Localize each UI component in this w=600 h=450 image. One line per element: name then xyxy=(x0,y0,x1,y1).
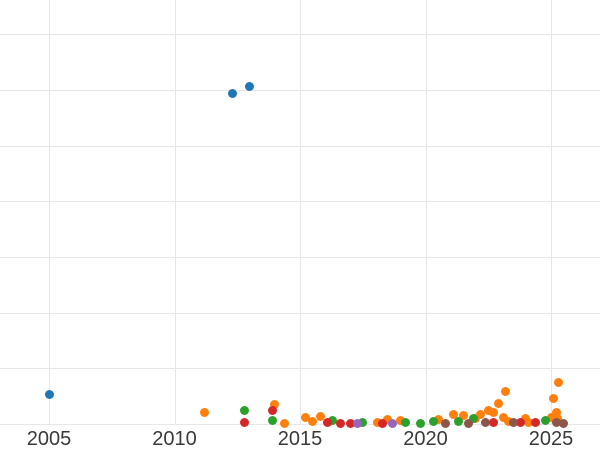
data-point-orange xyxy=(554,377,564,387)
x-tick-label-2010: 2010 xyxy=(152,428,197,450)
data-point-red xyxy=(323,417,333,427)
data-point-green xyxy=(328,415,338,425)
v-gridline xyxy=(425,0,427,424)
v-gridline xyxy=(300,0,301,424)
x-tick-label-2015: 2015 xyxy=(277,428,323,450)
data-point-green xyxy=(428,416,438,426)
h-gridline xyxy=(0,423,600,425)
v-gridline xyxy=(551,0,552,424)
data-point-orange xyxy=(383,414,393,424)
data-point-orange xyxy=(300,412,310,422)
data-point-orange xyxy=(488,407,498,417)
data-point-orange xyxy=(280,418,290,428)
data-point-green xyxy=(267,415,277,425)
data-point-green xyxy=(541,415,551,425)
data-point-orange xyxy=(395,415,405,425)
data-point-orange xyxy=(476,409,486,419)
data-point-orange xyxy=(308,416,318,426)
x-tick-label-2005: 2005 xyxy=(26,428,72,450)
data-point-red xyxy=(240,417,250,427)
data-point-orange xyxy=(315,411,325,421)
data-point-brown xyxy=(441,418,451,428)
data-point-red xyxy=(378,418,388,428)
data-point-orange xyxy=(501,386,511,396)
v-gridline xyxy=(49,0,50,424)
data-point-orange xyxy=(498,412,508,422)
data-point-purple xyxy=(388,418,398,428)
data-point-orange xyxy=(549,393,558,403)
data-point-brown xyxy=(559,418,569,428)
data-point-brown xyxy=(551,417,561,427)
data-point-green xyxy=(415,418,425,428)
data-point-red xyxy=(531,417,541,427)
data-point-orange xyxy=(503,416,513,426)
data-point-orange xyxy=(546,412,556,422)
data-point-orange xyxy=(523,417,533,427)
data-point-purple xyxy=(353,418,363,428)
data-point-green xyxy=(400,417,410,427)
data-point-blue xyxy=(245,81,255,91)
data-point-green xyxy=(453,416,463,426)
v-gridline xyxy=(174,0,176,424)
data-point-red xyxy=(345,418,355,428)
data-point-blue xyxy=(44,389,54,399)
data-point-orange xyxy=(200,407,210,417)
data-point-orange xyxy=(270,399,280,409)
data-point-red xyxy=(516,417,526,427)
data-point-orange xyxy=(483,405,493,415)
data-point-green xyxy=(240,405,250,415)
data-point-brown xyxy=(481,417,491,427)
data-point-brown xyxy=(508,417,518,427)
data-point-orange xyxy=(493,398,503,408)
data-point-red xyxy=(267,405,277,415)
data-point-orange xyxy=(433,414,443,424)
data-point-green xyxy=(468,413,478,423)
data-point-green xyxy=(358,417,368,427)
data-point-brown xyxy=(463,418,473,428)
data-point-orange xyxy=(458,410,468,420)
data-point-orange xyxy=(448,409,458,419)
data-point-orange xyxy=(551,407,561,417)
data-point-red xyxy=(335,418,345,428)
x-tick-label-2020: 2020 xyxy=(403,428,448,450)
data-point-orange xyxy=(373,417,383,427)
data-point-blue xyxy=(227,88,237,98)
data-point-red xyxy=(488,417,498,427)
x-tick-label-2025: 2025 xyxy=(528,428,574,450)
